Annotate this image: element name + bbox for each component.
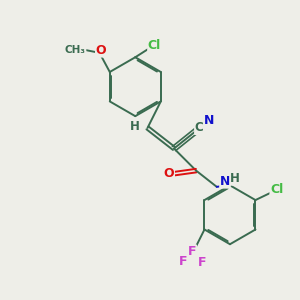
- Text: Cl: Cl: [148, 39, 161, 52]
- Text: C: C: [195, 122, 203, 134]
- Text: N: N: [204, 114, 214, 127]
- Text: Cl: Cl: [270, 183, 283, 196]
- Text: H: H: [130, 120, 140, 133]
- Text: F: F: [198, 256, 206, 269]
- Text: H: H: [230, 172, 240, 185]
- Text: F: F: [179, 255, 188, 268]
- Text: O: O: [96, 44, 106, 57]
- Text: O: O: [164, 167, 174, 180]
- Text: CH₃: CH₃: [65, 45, 86, 55]
- Text: F: F: [188, 245, 197, 258]
- Text: N: N: [220, 175, 230, 188]
